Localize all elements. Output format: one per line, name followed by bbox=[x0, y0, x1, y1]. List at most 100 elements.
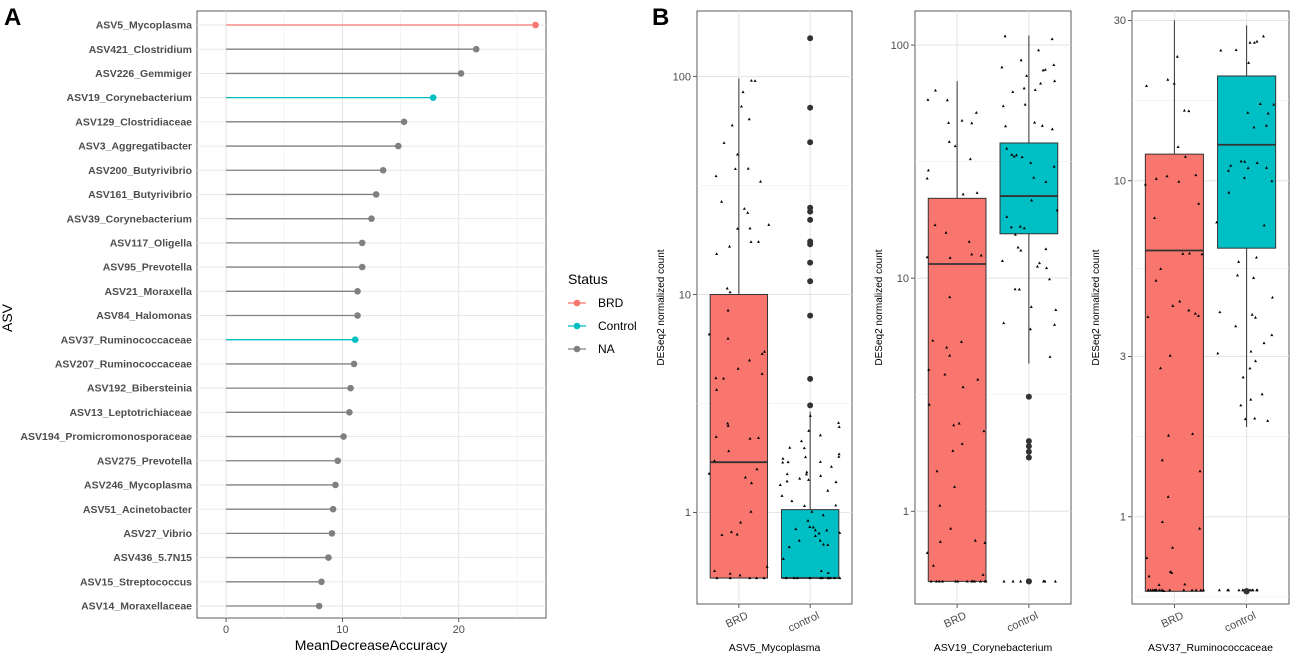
sample-point bbox=[1000, 65, 1004, 69]
sample-point bbox=[1011, 579, 1015, 583]
boxplot-facet: 1 10 100 BRD control ASV5_Mycoplasma DESeq2 no… bbox=[656, 10, 853, 654]
lollipop-point bbox=[351, 336, 359, 344]
sample-point bbox=[1035, 264, 1039, 268]
sample-point bbox=[817, 531, 821, 535]
sample-point bbox=[762, 576, 766, 580]
sample-point bbox=[1023, 102, 1027, 106]
sample-point bbox=[1176, 145, 1180, 148]
sample-point bbox=[1020, 155, 1024, 159]
sample-point bbox=[1227, 588, 1231, 592]
sample-point bbox=[1239, 403, 1243, 407]
sample-point bbox=[961, 385, 965, 389]
legend-items: BRD Control NA bbox=[568, 296, 637, 356]
sample-point bbox=[807, 478, 811, 481]
sample-point bbox=[1266, 111, 1270, 115]
sample-point bbox=[1255, 588, 1259, 592]
sample-point bbox=[1029, 161, 1033, 164]
sample-point bbox=[931, 563, 935, 567]
sample-point bbox=[976, 377, 980, 381]
sample-point bbox=[1018, 224, 1022, 228]
sample-point bbox=[805, 470, 809, 474]
sample-point bbox=[1165, 174, 1169, 178]
outlier-point bbox=[1025, 443, 1032, 450]
sample-point bbox=[826, 488, 830, 492]
legend: Status BRD Control NA bbox=[568, 271, 637, 356]
sample-point bbox=[1048, 355, 1052, 358]
sample-point bbox=[943, 372, 947, 376]
outlier-point bbox=[807, 402, 814, 409]
sample-point bbox=[742, 207, 746, 210]
sample-point bbox=[808, 414, 812, 417]
legend-label: BRD bbox=[598, 296, 624, 310]
sample-point bbox=[1013, 232, 1017, 236]
sample-point bbox=[979, 253, 983, 257]
legend-label: NA bbox=[598, 342, 615, 356]
outlier-point bbox=[807, 375, 814, 382]
outlier-point bbox=[1025, 454, 1032, 461]
category-label: ASV194_Promicromonosporaceae bbox=[20, 431, 192, 443]
sample-point bbox=[787, 545, 791, 549]
sample-point bbox=[1160, 520, 1164, 524]
sample-point bbox=[726, 424, 730, 427]
sample-point bbox=[973, 538, 977, 542]
category-label: ASV436_5.7N15 bbox=[113, 552, 192, 564]
category-label: ASV117_Oligella bbox=[110, 237, 192, 249]
sample-point bbox=[1160, 458, 1164, 462]
sample-point bbox=[811, 525, 815, 529]
sample-point bbox=[1248, 366, 1252, 370]
lollipop-point bbox=[358, 263, 366, 271]
sample-point bbox=[927, 403, 931, 406]
panel-a-marks bbox=[226, 21, 539, 610]
sample-point bbox=[806, 519, 810, 522]
sample-point bbox=[722, 376, 726, 380]
category-label: ASV161_Butyrivibrio bbox=[88, 189, 192, 201]
lollipop-point bbox=[334, 457, 342, 465]
sample-point bbox=[733, 167, 737, 171]
x-tick-label: BRD bbox=[1160, 610, 1186, 631]
category-label: ASV129_Clostridiaceae bbox=[75, 116, 192, 128]
sample-point bbox=[1039, 81, 1043, 85]
lollipop-point bbox=[318, 578, 325, 586]
sample-point bbox=[720, 200, 724, 203]
sample-point bbox=[780, 494, 784, 497]
sample-point bbox=[1217, 588, 1221, 592]
outlier-point bbox=[1243, 588, 1250, 595]
sample-point bbox=[931, 338, 935, 342]
sample-point bbox=[837, 455, 841, 458]
lollipop-point bbox=[457, 70, 465, 77]
sample-point bbox=[726, 421, 730, 425]
sample-point bbox=[1252, 276, 1256, 279]
sample-point bbox=[948, 256, 952, 259]
sample-point bbox=[1149, 588, 1153, 592]
sample-point bbox=[712, 459, 716, 462]
sample-point bbox=[741, 90, 745, 94]
lollipop-point bbox=[350, 360, 358, 368]
sample-point bbox=[957, 421, 961, 425]
panel-a-x-ticks: 0 10 20 bbox=[223, 618, 465, 636]
sample-point bbox=[760, 372, 764, 375]
sample-point bbox=[1191, 432, 1195, 436]
sample-point bbox=[802, 446, 806, 450]
lollipop-point bbox=[472, 45, 480, 53]
sample-point bbox=[934, 579, 938, 583]
y-tick-label: 100 bbox=[891, 40, 909, 52]
sample-point bbox=[1029, 305, 1033, 308]
lollipop-point bbox=[429, 94, 437, 101]
sample-point bbox=[956, 579, 960, 583]
sample-point bbox=[1019, 579, 1023, 583]
sample-point bbox=[748, 226, 752, 230]
sample-point bbox=[1157, 583, 1161, 586]
sample-point bbox=[1054, 308, 1058, 312]
sample-point bbox=[1234, 48, 1238, 52]
sample-point bbox=[970, 121, 974, 125]
sample-point bbox=[1167, 433, 1171, 437]
sample-point bbox=[1004, 124, 1008, 128]
sample-point bbox=[949, 526, 953, 530]
y-tick-label: 3 bbox=[1120, 351, 1126, 363]
y-tick-label: 100 bbox=[673, 71, 691, 83]
sample-point bbox=[748, 436, 752, 440]
sample-point bbox=[1168, 588, 1172, 592]
sample-point bbox=[759, 179, 763, 183]
sample-point bbox=[929, 579, 933, 583]
sample-point bbox=[715, 576, 719, 580]
